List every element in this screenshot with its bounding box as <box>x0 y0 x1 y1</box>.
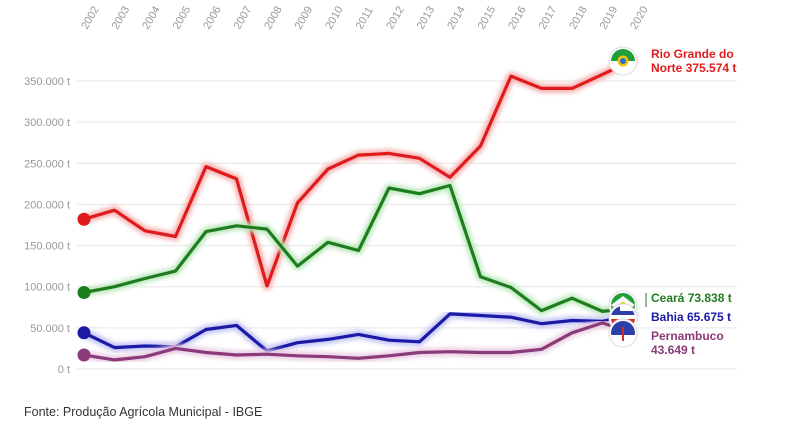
x-tick-label: 2017 <box>537 4 560 31</box>
x-tick-label: 2008 <box>262 4 285 31</box>
bahia-end-label: Bahia 65.675 t <box>651 310 731 324</box>
source-note: Fonte: Produção Agrícola Municipal - IBG… <box>24 405 263 419</box>
x-tick-label: 2010 <box>323 4 346 31</box>
x-tick-label: 2019 <box>598 4 621 31</box>
x-tick-label: 2004 <box>140 4 163 31</box>
x-tick-label: 2009 <box>293 4 316 31</box>
pernambuco-end-label: Pernambuco <box>651 329 724 343</box>
y-tick-label: 150.000 t <box>24 241 70 253</box>
x-tick-label: 2005 <box>171 4 194 31</box>
bahia-start-point <box>77 326 91 340</box>
x-tick-label: 2006 <box>201 4 224 31</box>
x-tick-label: 2016 <box>506 4 529 31</box>
x-tick-label: 2003 <box>110 4 133 31</box>
rio-grande-do-norte-line <box>82 58 635 288</box>
y-tick-label: 0 t <box>58 364 70 376</box>
y-tick-label: 300.000 t <box>24 117 70 129</box>
x-tick-label: 2018 <box>567 4 590 31</box>
cear-start-point <box>77 285 91 299</box>
x-tick-label: 2002 <box>79 4 102 31</box>
y-tick-label: 100.000 t <box>24 282 70 294</box>
pernambuco-flag-icon <box>608 318 638 348</box>
rio-grande-do-norte-flag-icon <box>608 46 638 76</box>
x-tick-label: 2007 <box>232 4 255 31</box>
y-tick-label: 50.000 t <box>30 323 70 335</box>
x-tick-label: 2013 <box>415 4 438 31</box>
rio-grande-do-norte-start-point <box>77 212 91 226</box>
pernambuco-line <box>82 321 635 362</box>
pernambuco-end-label: 43.649 t <box>651 343 695 357</box>
y-axis: 0 t 50.000 t 100.000 t 150.000 t 200.000 t 25… <box>24 76 70 376</box>
state-flag-badges <box>608 46 638 348</box>
rio-grande-do-norte-end-label: Norte 375.574 t <box>651 61 736 75</box>
pernambuco-line-glow <box>79 318 638 365</box>
cear-line <box>82 183 635 313</box>
pernambuco-start-point <box>77 348 91 362</box>
x-axis: 2002 2003 2004 2005 2006 2007 2008 2009 2010 2011… <box>79 4 651 31</box>
x-tick-label: 2011 <box>354 5 376 31</box>
x-tick-label: 2015 <box>476 4 499 31</box>
cear-end-label: Ceará 73.838 t <box>651 291 732 305</box>
y-tick-label: 200.000 t <box>24 199 70 211</box>
x-tick-label: 2012 <box>384 4 407 31</box>
y-tick-label: 350.000 t <box>24 76 70 88</box>
y-tick-label: 250.000 t <box>24 158 70 170</box>
x-tick-label: 2014 <box>445 4 468 31</box>
x-tick-label: 2020 <box>628 4 651 31</box>
rio-grande-do-norte-end-label: Rio Grande do <box>651 47 734 61</box>
series-lines <box>77 55 638 365</box>
